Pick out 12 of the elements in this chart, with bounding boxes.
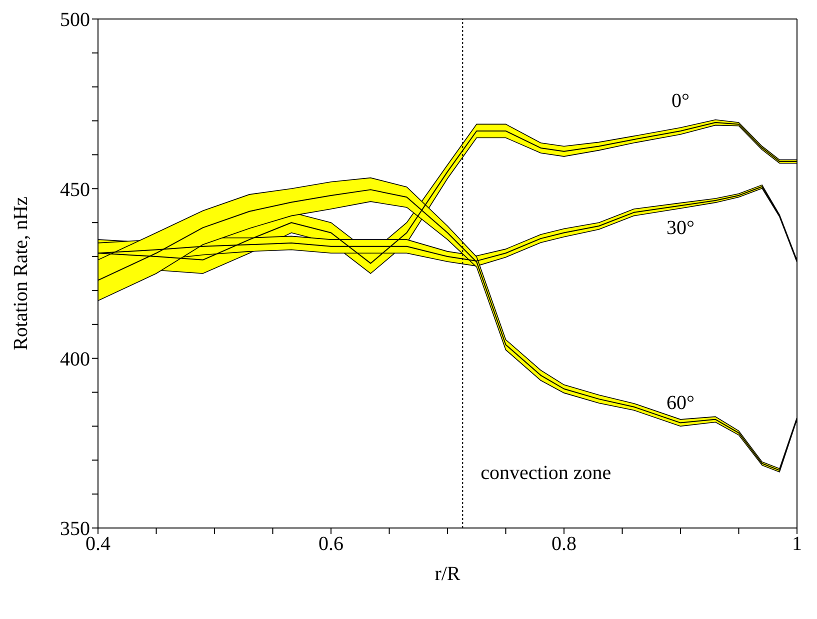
series-label: 0° bbox=[672, 90, 690, 112]
x-tick-label: 0.6 bbox=[318, 533, 344, 556]
y-tick-label: 450 bbox=[60, 178, 90, 201]
y-axis-title: Rotation Rate, nHz bbox=[10, 196, 32, 350]
x-axis-title: r/R bbox=[434, 563, 461, 585]
annotation: convection zone bbox=[480, 462, 612, 484]
x-tick-label: 1 bbox=[792, 533, 802, 556]
y-tick-label: 400 bbox=[60, 348, 90, 370]
y-tick-label: 500 bbox=[60, 9, 90, 32]
x-tick-label: 0.8 bbox=[552, 533, 576, 556]
series-label: 60° bbox=[666, 392, 694, 414]
series-label: 30° bbox=[666, 216, 694, 239]
